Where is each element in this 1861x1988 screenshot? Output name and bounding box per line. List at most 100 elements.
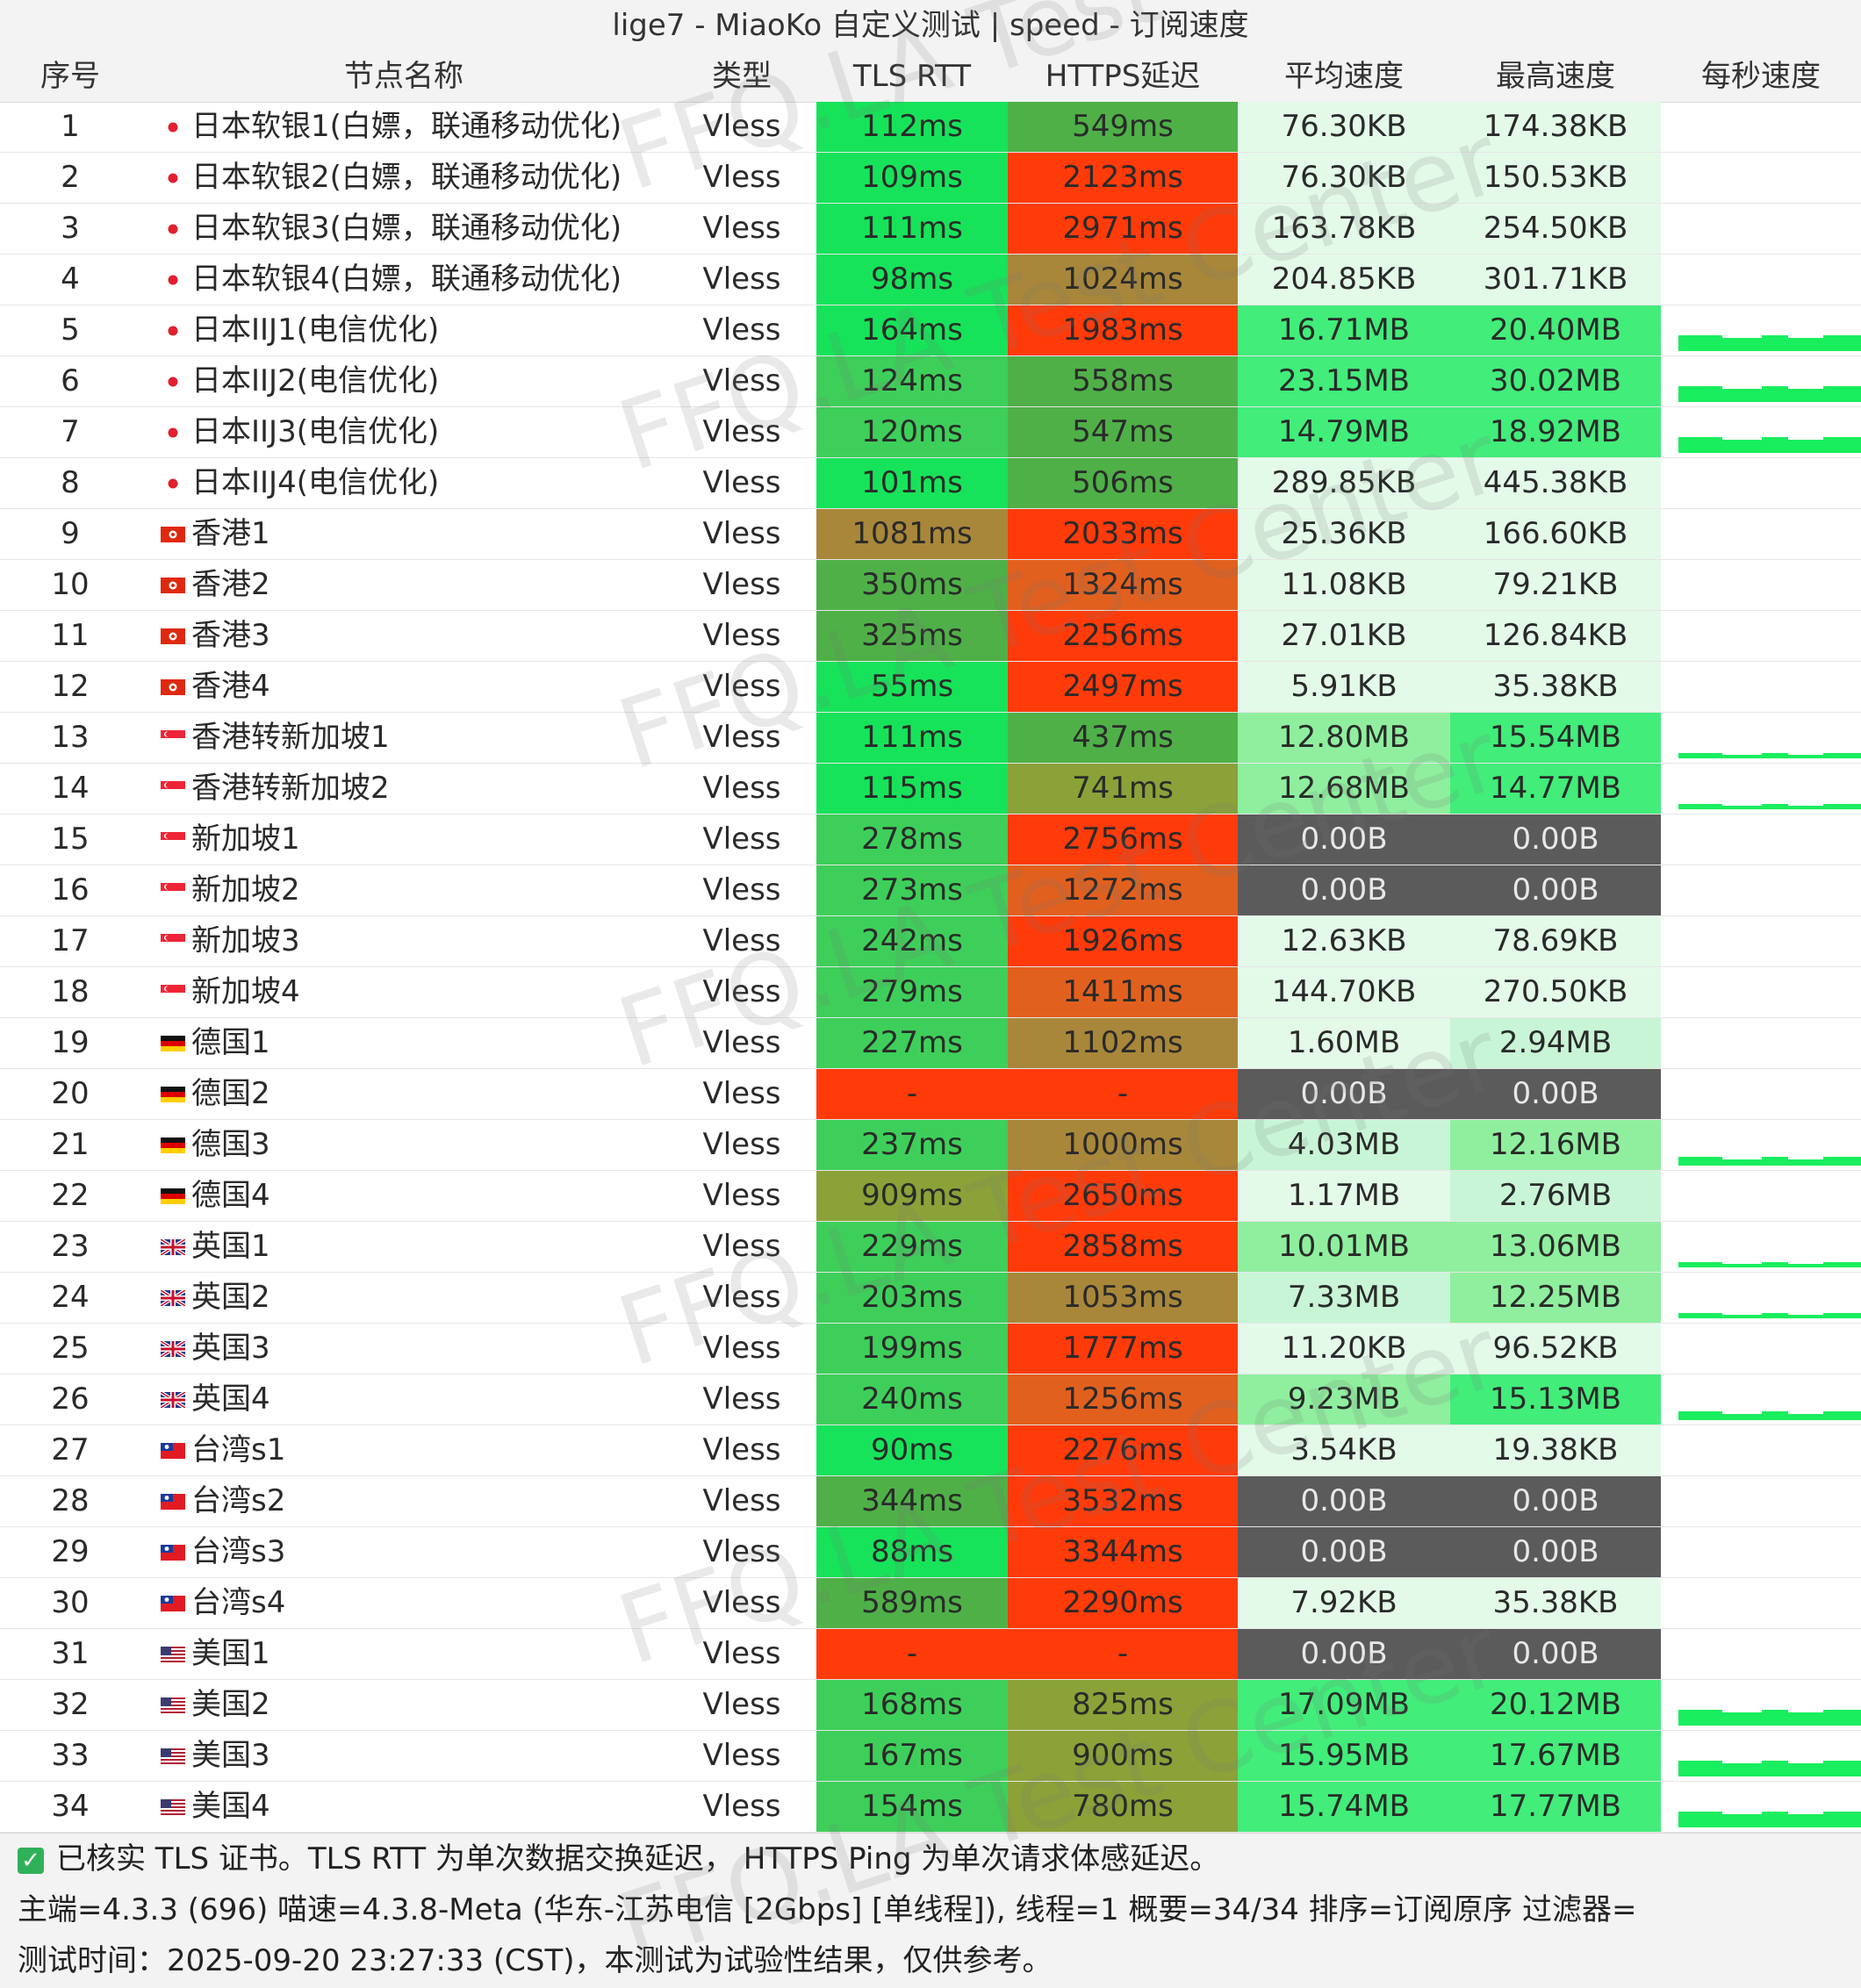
avg-speed-cell: 3.54KB <box>1238 1425 1450 1475</box>
node-type: Vless <box>702 414 781 449</box>
row-index: 27 <box>51 1432 90 1468</box>
max-speed-cell: 150.53KB <box>1450 153 1661 203</box>
per-second-speed-graph <box>1661 967 1861 1017</box>
node-type: Vless <box>702 1738 781 1773</box>
table-row[interactable]: 19 德国1 Vless 227ms 1102ms 1.60MB 2.94MB <box>0 1018 1861 1069</box>
table-row[interactable]: 15 新加坡1 Vless 278ms 2756ms 0.00B 0.00B <box>0 815 1861 865</box>
per-second-speed-graph <box>1661 611 1861 661</box>
table-row[interactable]: 33 美国3 Vless 167ms 900ms 15.95MB 17.67MB <box>0 1731 1861 1782</box>
node-type: Vless <box>702 974 781 1009</box>
col-header-tls-rtt: TLS RTT <box>852 59 972 94</box>
avg-speed-cell: 76.30KB <box>1238 153 1450 203</box>
flag-sg-icon <box>161 934 185 950</box>
flag-gb-icon <box>161 1392 185 1408</box>
table-row[interactable]: 13 香港转新加坡1 Vless 111ms 437ms 12.80MB 15.54MB <box>0 713 1861 764</box>
row-index: 20 <box>51 1076 90 1111</box>
table-row[interactable]: 2 日本软银2(白嫖，联通移动优化) Vless 109ms 2123ms 76.30KB… <box>0 153 1861 204</box>
table-row[interactable]: 3 日本软银3(白嫖，联通移动优化) Vless 111ms 2971ms 163.78K… <box>0 204 1861 255</box>
avg-speed-cell: 12.63KB <box>1238 916 1450 966</box>
tls-rtt-cell: 55ms <box>816 662 1008 712</box>
node-type: Vless <box>702 1534 781 1569</box>
table-row[interactable]: 11 香港3 Vless 325ms 2256ms 27.01KB 126.84KB <box>0 611 1861 662</box>
max-speed-cell: 17.67MB <box>1450 1731 1661 1781</box>
speed-bar <box>1678 1710 1722 1726</box>
node-type: Vless <box>702 465 781 500</box>
table-row[interactable]: 25 英国3 Vless 199ms 1777ms 11.20KB 96.52KB <box>0 1324 1861 1374</box>
per-second-speed-graph <box>1661 713 1861 763</box>
table-row[interactable]: 28 台湾s2 Vless 344ms 3532ms 0.00B 0.00B <box>0 1476 1861 1527</box>
table-row[interactable]: 1 日本软银1(白嫖，联通移动优化) Vless 112ms 549ms 76.30KB 1… <box>0 102 1861 153</box>
speed-bar <box>1788 1264 1823 1267</box>
table-row[interactable]: 18 新加坡4 Vless 279ms 1411ms 144.70KB 270.50KB <box>0 967 1861 1018</box>
https-latency-cell: 1053ms <box>1008 1273 1238 1323</box>
tls-rtt-cell: 278ms <box>816 815 1008 865</box>
table-row[interactable]: 24 英国2 Vless 203ms 1053ms 7.33MB 12.25MB <box>0 1273 1861 1324</box>
table-row[interactable]: 9 香港1 Vless 1081ms 2033ms 25.36KB 166.60KB <box>0 509 1861 560</box>
per-second-speed-graph <box>1661 1222 1861 1272</box>
table-row[interactable]: 20 德国2 Vless - -0.00B 0.00B <box>0 1069 1861 1120</box>
table-row[interactable]: 27 台湾s1 Vless 90ms 2276ms 3.54KB 19.38KB <box>0 1425 1861 1476</box>
speed-bar <box>1788 1414 1823 1420</box>
max-speed-cell: 270.50KB <box>1450 967 1661 1017</box>
table-row[interactable]: 5 日本IIJ1(电信优化) Vless 164ms 1983ms 16.71MB 20.4… <box>0 305 1861 356</box>
table-row[interactable]: 8 日本IIJ4(电信优化) Vless 101ms 506ms 289.85KB 445.… <box>0 458 1861 509</box>
speed-bar <box>1788 806 1823 809</box>
flag-jp-icon <box>161 221 185 237</box>
footer-line-time: 测试时间：2025-09-20 23:27:33 (CST)，本测试为试验性结果… <box>18 1943 1053 1978</box>
avg-speed-cell: 0.00B <box>1238 865 1450 915</box>
row-index: 8 <box>61 465 80 500</box>
table-row[interactable]: 23 英国1 Vless 229ms 2858ms 10.01MB 13.06MB <box>0 1222 1861 1273</box>
table-row[interactable]: 6 日本IIJ2(电信优化) Vless 124ms 558ms 23.15MB 30.02… <box>0 356 1861 407</box>
https-latency-cell: 2858ms <box>1008 1222 1238 1272</box>
flag-hk-icon <box>161 527 185 542</box>
https-latency-cell: 2650ms <box>1008 1171 1238 1221</box>
https-latency-cell: 2497ms <box>1008 662 1238 712</box>
per-second-speed-graph <box>1661 764 1861 814</box>
table-row[interactable]: 7 日本IIJ3(电信优化) Vless 120ms 547ms 14.79MB 18.92… <box>0 407 1861 458</box>
per-second-speed-graph <box>1661 662 1861 712</box>
tls-rtt-cell: 1081ms <box>816 509 1008 559</box>
node-type: Vless <box>702 363 781 398</box>
speed-bar <box>1722 1315 1762 1318</box>
speed-bar <box>1788 1315 1823 1318</box>
speed-bar <box>1722 1264 1762 1267</box>
max-speed-cell: 301.71KB <box>1450 255 1661 305</box>
tls-rtt-cell: 88ms <box>816 1527 1008 1577</box>
table-row[interactable]: 22 德国4 Vless 909ms 2650ms 1.17MB 2.76MB <box>0 1171 1861 1222</box>
https-latency-cell: 1926ms <box>1008 916 1238 966</box>
node-type: Vless <box>702 211 781 246</box>
flag-de-icon <box>161 1087 185 1102</box>
per-second-speed-graph <box>1661 1273 1861 1323</box>
speed-bar <box>1678 437 1722 453</box>
node-type: Vless <box>702 567 781 602</box>
table-row[interactable]: 31 美国1 Vless - -0.00B 0.00B <box>0 1629 1861 1680</box>
table-row[interactable]: 30 台湾s4 Vless 589ms 2290ms 7.92KB 35.38KB <box>0 1578 1861 1629</box>
tls-rtt-cell: 120ms <box>816 407 1008 457</box>
node-type: Vless <box>702 822 781 857</box>
tls-rtt-cell: 101ms <box>816 458 1008 508</box>
tls-rtt-cell: 154ms <box>816 1782 1008 1832</box>
https-latency-cell: 900ms <box>1008 1731 1238 1781</box>
node-name: 台湾s1 <box>191 1432 286 1468</box>
speed-bar <box>1678 1262 1722 1267</box>
speed-bar <box>1678 1812 1722 1827</box>
table-row[interactable]: 16 新加坡2 Vless 273ms 1272ms 0.00B 0.00B <box>0 865 1861 916</box>
table-row[interactable]: 17 新加坡3 Vless 242ms 1926ms 12.63KB 78.69KB <box>0 916 1861 967</box>
avg-speed-cell: 163.78KB <box>1238 204 1450 254</box>
per-second-speed-graph <box>1661 1680 1861 1730</box>
table-row[interactable]: 32 美国2 Vless 168ms 825ms 17.09MB 20.12MB <box>0 1680 1861 1731</box>
footer-line-verified: ✓ 已核实 TLS 证书。TLS RTT 为单次数据交换延迟， HTTPS Pin… <box>18 1834 1219 1884</box>
row-index: 11 <box>51 618 90 653</box>
table-row[interactable]: 29 台湾s3 Vless 88ms 3344ms 0.00B 0.00B <box>0 1527 1861 1578</box>
max-speed-cell: 20.40MB <box>1450 305 1661 355</box>
table-row[interactable]: 12 香港4 Vless 55ms 2497ms 5.91KB 35.38KB <box>0 662 1861 713</box>
table-row[interactable]: 21 德国3 Vless 237ms 1000ms 4.03MB 12.16MB <box>0 1120 1861 1171</box>
table-row[interactable]: 26 英国4 Vless 240ms 1256ms 9.23MB 15.13MB <box>0 1374 1861 1425</box>
https-latency-cell: 547ms <box>1008 407 1238 457</box>
table-row[interactable]: 10 香港2 Vless 350ms 1324ms 11.08KB 79.21KB <box>0 560 1861 611</box>
table-row[interactable]: 34 美国4 Vless 154ms 780ms 15.74MB 17.77MB <box>0 1782 1861 1833</box>
https-latency-cell: 1272ms <box>1008 865 1238 915</box>
per-second-speed-graph <box>1661 1324 1861 1374</box>
table-row[interactable]: 14 香港转新加坡2 Vless 115ms 741ms 12.68MB 14.77MB <box>0 764 1861 815</box>
table-row[interactable]: 4 日本软银4(白嫖，联通移动优化) Vless 98ms 1024ms 204.85KB… <box>0 255 1861 305</box>
